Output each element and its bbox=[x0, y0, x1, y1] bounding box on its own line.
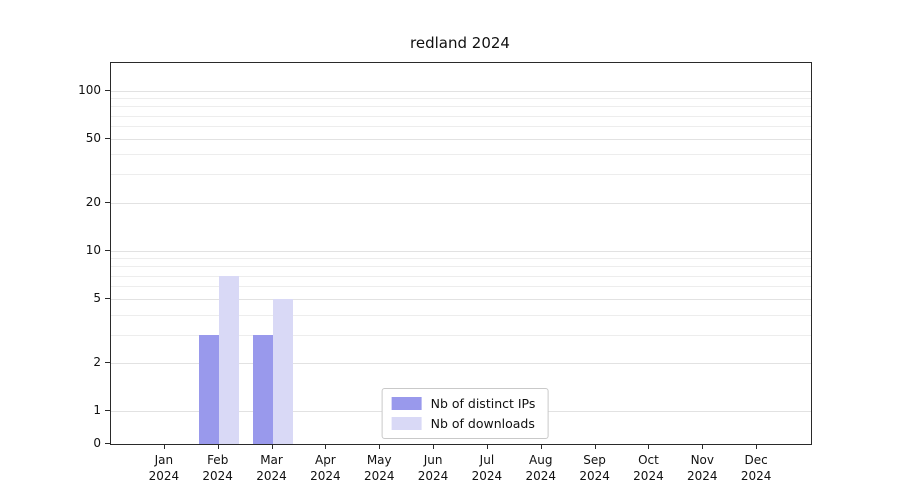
x-tick-mark bbox=[702, 444, 704, 449]
x-tick-label: Aug 2024 bbox=[525, 453, 557, 484]
y-tick-mark bbox=[105, 361, 110, 363]
major-gridline bbox=[111, 362, 811, 364]
y-tick-mark bbox=[105, 409, 110, 411]
major-gridline bbox=[111, 250, 811, 252]
legend-swatch bbox=[391, 397, 422, 410]
y-tick-label: 100 bbox=[78, 82, 101, 97]
y-tick-mark bbox=[105, 89, 110, 91]
y-tick-label: 1 bbox=[93, 402, 101, 417]
x-tick-mark bbox=[271, 444, 273, 449]
y-tick-label: 50 bbox=[85, 130, 101, 145]
y-tick-mark bbox=[105, 249, 110, 251]
bar-downloads bbox=[218, 275, 239, 444]
x-tick-label: Oct 2024 bbox=[633, 453, 664, 484]
x-tick-label: Dec 2024 bbox=[740, 453, 772, 484]
minor-gridline bbox=[111, 154, 811, 156]
x-tick-label: Sep 2024 bbox=[579, 453, 610, 484]
major-gridline bbox=[111, 90, 811, 92]
major-gridline bbox=[111, 138, 811, 140]
plot-area bbox=[110, 62, 812, 445]
x-tick-mark bbox=[379, 444, 381, 449]
x-tick-label: Nov 2024 bbox=[687, 453, 718, 484]
x-tick-mark bbox=[756, 444, 758, 449]
minor-gridline bbox=[111, 115, 811, 117]
minor-gridline bbox=[111, 334, 811, 336]
x-tick-mark bbox=[433, 444, 435, 449]
minor-gridline bbox=[111, 266, 811, 268]
x-tick-mark bbox=[594, 444, 596, 449]
y-tick-label: 10 bbox=[85, 242, 101, 257]
y-tick-label: 20 bbox=[85, 194, 101, 209]
x-tick-mark bbox=[163, 444, 165, 449]
x-tick-label: Jan 2024 bbox=[148, 453, 180, 484]
bar-downloads bbox=[272, 299, 293, 444]
minor-gridline bbox=[111, 106, 811, 108]
minor-gridline bbox=[111, 126, 811, 128]
legend-item: Nb of distinct IPs bbox=[391, 396, 536, 411]
y-tick-mark bbox=[105, 137, 110, 139]
x-tick-mark bbox=[648, 444, 650, 449]
minor-gridline bbox=[111, 286, 811, 288]
minor-gridline bbox=[111, 174, 811, 176]
x-tick-mark bbox=[486, 444, 488, 449]
bar-distinct-ips bbox=[252, 334, 273, 444]
x-tick-label: Apr 2024 bbox=[310, 453, 341, 484]
minor-gridline bbox=[111, 98, 811, 100]
legend-label: Nb of downloads bbox=[430, 416, 535, 431]
major-gridline bbox=[111, 202, 811, 204]
y-tick-label: 2 bbox=[93, 354, 101, 369]
minor-gridline bbox=[111, 314, 811, 316]
legend: Nb of distinct IPs Nb of downloads bbox=[381, 388, 549, 439]
major-gridline bbox=[111, 299, 811, 300]
legend-label: Nb of distinct IPs bbox=[430, 396, 536, 411]
y-tick-mark bbox=[105, 443, 110, 444]
y-tick-label: 0 bbox=[93, 436, 101, 450]
x-tick-mark bbox=[540, 444, 542, 449]
chart-title: redland 2024 bbox=[410, 34, 510, 52]
x-tick-mark bbox=[325, 444, 327, 449]
x-tick-label: Jun 2024 bbox=[417, 453, 449, 484]
legend-item: Nb of downloads bbox=[391, 416, 536, 431]
x-tick-label: Mar 2024 bbox=[256, 453, 287, 484]
legend-swatch bbox=[391, 417, 422, 430]
x-tick-label: Feb 2024 bbox=[202, 453, 233, 484]
y-tick-mark bbox=[105, 201, 110, 203]
x-tick-mark bbox=[217, 444, 219, 449]
x-tick-label: Jul 2024 bbox=[471, 453, 503, 484]
y-tick-mark bbox=[105, 298, 110, 299]
minor-gridline bbox=[111, 275, 811, 277]
bar-distinct-ips bbox=[198, 334, 219, 444]
minor-gridline bbox=[111, 258, 811, 260]
x-tick-label: May 2024 bbox=[363, 453, 395, 484]
y-tick-label: 5 bbox=[93, 291, 101, 305]
